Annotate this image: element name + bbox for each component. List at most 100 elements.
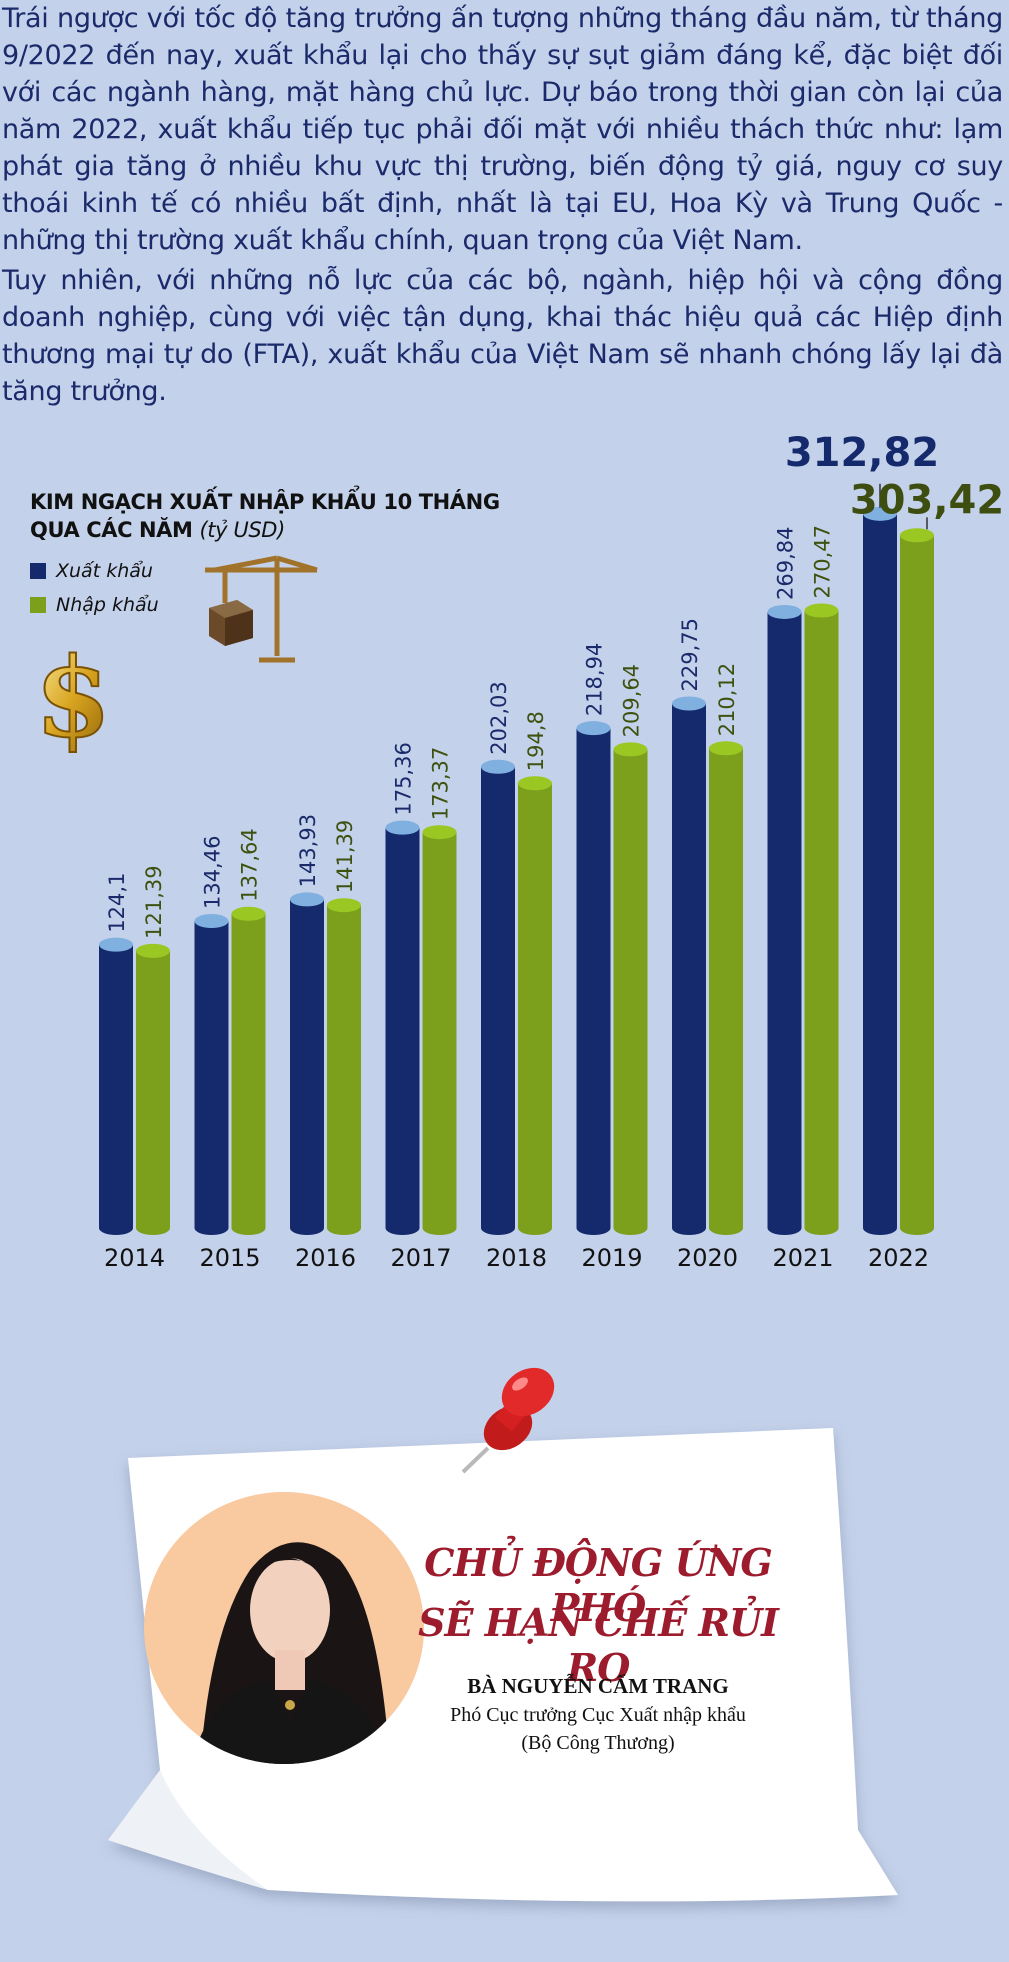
chart-title-line-2-wrap: QUA CÁC NĂM (tỷ USD) [30, 516, 500, 544]
legend-swatch-import [30, 597, 46, 613]
bar-export-2022 [863, 513, 897, 1228]
data-label-import-2021: 270,47 [811, 525, 835, 598]
x-tick-label-2016: 2016 [295, 1244, 356, 1272]
bar-cap-import-2015 [231, 906, 266, 921]
chart-legend: Xuất khẩu Nhập khẩu [30, 560, 159, 628]
person-name: BÀ NGUYỄN CẨM TRANG [467, 1674, 729, 1698]
data-label-import-2017: 173,37 [429, 747, 453, 820]
data-label-import-2020: 210,12 [715, 663, 739, 736]
data-label-import-2022: 303,42 [850, 477, 1004, 523]
bar-base-export-2014 [99, 1221, 133, 1235]
bar-base-import-2015 [231, 1221, 266, 1235]
bar-base-import-2019 [613, 1221, 648, 1235]
person-role: Phó Cục trưởng Cục Xuất nhập khẩu [450, 1704, 746, 1726]
x-tick-label-2017: 2017 [390, 1244, 451, 1272]
dollar-icon: $ [34, 638, 113, 758]
bar-cap-export-2018 [481, 759, 515, 774]
bar-base-export-2019 [576, 1221, 611, 1235]
bar-cap-import-2017 [422, 825, 457, 840]
bar-import-2019 [613, 749, 648, 1228]
bar-cap-import-2021 [804, 603, 839, 618]
bar-base-import-2022 [900, 1221, 934, 1235]
bar-cap-export-2021 [767, 604, 802, 619]
bar-import-2015 [231, 913, 266, 1228]
bar-cap-import-2016 [327, 898, 361, 913]
data-label-import-2014: 121,39 [142, 865, 166, 938]
bar-cap-export-2022 [863, 506, 897, 521]
data-label-import-2016: 141,39 [333, 820, 357, 893]
bar-cap-export-2019 [576, 721, 611, 736]
bar-base-export-2015 [194, 1221, 229, 1235]
data-label-export-2018: 202,03 [487, 681, 511, 754]
bar-cap-import-2020 [709, 741, 743, 756]
data-label-export-2020: 229,75 [678, 618, 702, 691]
intro-paragraph: Trái ngược với tốc độ tăng trưởng ấn tượ… [2, 3, 1003, 256]
data-label-import-2018: 194,8 [524, 711, 548, 771]
x-tick-label-2022: 2022 [868, 1244, 929, 1272]
quote-headline-line-2: SẼ HẠN CHẾ RỦI RO [418, 1600, 779, 1690]
bar-import-2017 [422, 832, 457, 1228]
bar-import-2018 [518, 783, 552, 1228]
svg-text:$: $ [35, 638, 112, 758]
export-import-chart: KIM NGẠCH XUẤT NHẬP KHẨU 10 THÁNG QUA CÁ… [0, 390, 1009, 1290]
bar-base-export-2016 [290, 1221, 324, 1235]
legend-label-import: Nhập khẩu [56, 594, 159, 616]
bar-export-2018 [481, 766, 515, 1228]
x-tick-label-2018: 2018 [486, 1244, 547, 1272]
bar-import-2014 [136, 950, 170, 1228]
x-tick-label-2019: 2019 [581, 1244, 642, 1272]
legend-swatch-export [30, 563, 46, 579]
avatar [144, 1492, 424, 1764]
bar-cap-export-2014 [99, 937, 133, 952]
bar-import-2022 [900, 535, 934, 1228]
chart-title: KIM NGẠCH XUẤT NHẬP KHẨU 10 THÁNG QUA CÁ… [30, 488, 500, 544]
bar-export-2017 [385, 827, 420, 1228]
bar-import-2021 [804, 610, 839, 1228]
bar-export-2019 [576, 728, 611, 1228]
bar-export-2015 [194, 921, 229, 1228]
bar-base-export-2020 [672, 1221, 706, 1235]
quote-headline-line-1: CHỦ ĐỘNG ỨNG PHÓ [424, 1540, 773, 1630]
data-label-export-2014: 124,1 [105, 873, 129, 933]
bar-base-export-2017 [385, 1221, 420, 1235]
crane-icon [205, 555, 318, 663]
data-label-export-2016: 143,93 [296, 814, 320, 887]
bar-cap-export-2015 [194, 914, 229, 929]
chart-plot: 124,1 121,39 2014 134,46 137,64 2015 143,93 141… [99, 430, 1004, 1272]
bar-base-import-2020 [709, 1221, 743, 1235]
bar-export-2014 [99, 944, 133, 1228]
legend-label-export: Xuất khẩu [56, 560, 153, 582]
x-tick-label-2015: 2015 [199, 1244, 260, 1272]
pin-icon [461, 1367, 555, 1474]
bar-cap-import-2014 [136, 943, 170, 958]
bar-base-import-2014 [136, 1221, 170, 1235]
bar-base-export-2021 [767, 1221, 802, 1235]
data-label-export-2015: 134,46 [201, 836, 225, 909]
bar-cap-export-2020 [672, 696, 706, 711]
data-label-export-2022: 312,82 [785, 430, 939, 476]
bar-export-2021 [767, 611, 802, 1228]
legend-item-export: Xuất khẩu [30, 560, 159, 582]
bar-export-2016 [290, 899, 324, 1228]
bar-cap-import-2018 [518, 776, 552, 791]
quote-card: CHỦ ĐỘNG ỨNG PHÓ SẼ HẠN CHẾ RỦI RO BÀ NG… [88, 1367, 908, 1920]
bar-import-2020 [709, 748, 743, 1228]
legend-item-import: Nhập khẩu [30, 594, 159, 616]
bar-export-2020 [672, 703, 706, 1228]
bar-cap-import-2019 [613, 742, 648, 757]
bar-base-export-2018 [481, 1221, 515, 1235]
chart-title-line-1: KIM NGẠCH XUẤT NHẬP KHẨU 10 THÁNG [30, 490, 500, 514]
data-label-import-2015: 137,64 [238, 828, 262, 901]
data-label-export-2019: 218,94 [583, 643, 607, 716]
bar-cap-export-2016 [290, 892, 324, 907]
data-label-export-2017: 175,36 [392, 742, 416, 815]
bar-base-import-2018 [518, 1221, 552, 1235]
data-label-import-2019: 209,64 [620, 664, 644, 737]
bar-base-import-2017 [422, 1221, 457, 1235]
bar-import-2016 [327, 905, 361, 1228]
bar-base-export-2022 [863, 1221, 897, 1235]
x-tick-label-2014: 2014 [104, 1244, 165, 1272]
bar-cap-import-2022 [900, 528, 934, 543]
bar-base-import-2021 [804, 1221, 839, 1235]
person-organization: (Bộ Công Thương) [521, 1732, 675, 1754]
